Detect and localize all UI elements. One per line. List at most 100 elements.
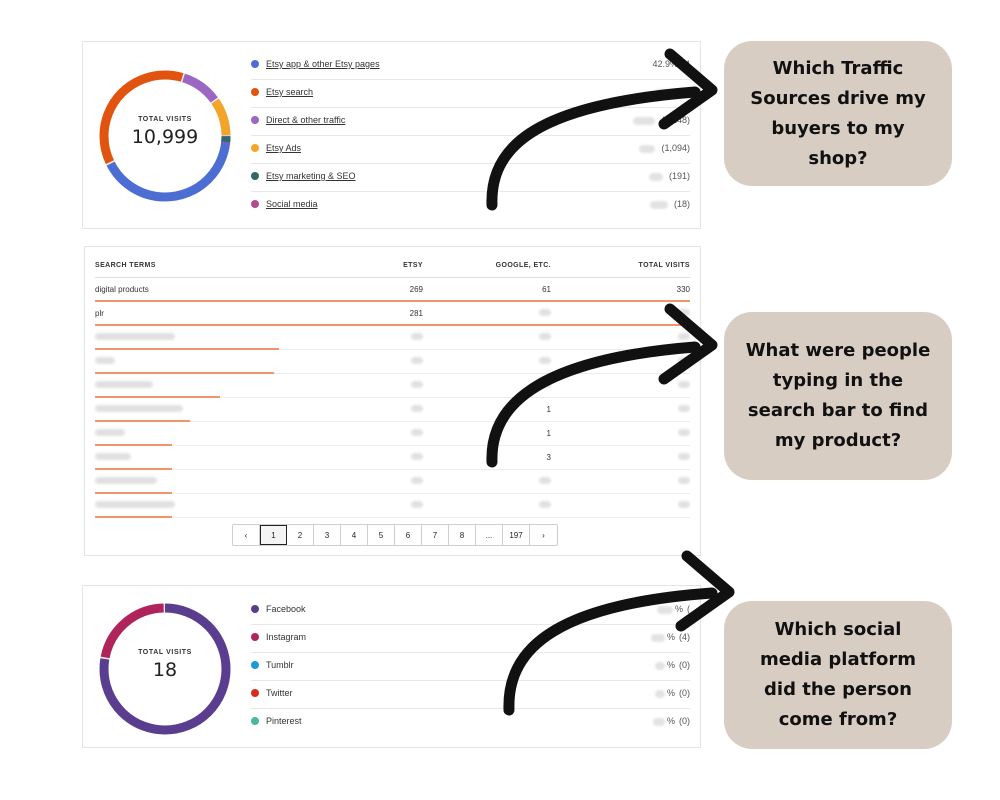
legend-label[interactable]: Direct & other traffic bbox=[266, 115, 346, 125]
arrow-traffic bbox=[486, 48, 718, 211]
table-row[interactable]: digital products 269 61 330 bbox=[95, 277, 690, 302]
legend-row: Twitter% (0) bbox=[251, 681, 690, 709]
pagination-next-chevron-icon[interactable]: › bbox=[542, 530, 545, 540]
legend-color-dot-icon bbox=[251, 60, 259, 68]
pagination-page-7[interactable]: 7 bbox=[422, 525, 449, 545]
redacted-value bbox=[678, 308, 690, 316]
pagination-page-197[interactable]: 197 bbox=[503, 525, 530, 545]
cell-term bbox=[95, 421, 395, 446]
legend-row: Etsy Ads (1,094) bbox=[251, 136, 690, 164]
search-terms-table: SEARCH TERMS ETSY GOOGLE, ETC. TOTAL VIS… bbox=[95, 255, 690, 518]
redacted-value bbox=[648, 172, 663, 181]
redacted-value bbox=[678, 428, 690, 436]
term-visits-bar bbox=[95, 515, 173, 518]
cell-total bbox=[551, 493, 690, 518]
cell-term: plr bbox=[95, 301, 690, 326]
redacted-value bbox=[539, 356, 551, 364]
legend-row: Social media (18) bbox=[251, 192, 690, 220]
redacted-value bbox=[95, 500, 175, 508]
cell-google-text: 1 bbox=[546, 404, 551, 414]
cell-etsy bbox=[395, 421, 423, 446]
table-row[interactable] bbox=[95, 469, 690, 494]
redacted-value bbox=[678, 332, 690, 340]
table-row[interactable]: 3 bbox=[95, 445, 690, 470]
redacted-value bbox=[539, 476, 551, 484]
legend-row: Facebook% ( bbox=[251, 597, 690, 625]
traffic-sources-donut bbox=[99, 70, 231, 202]
cell-google bbox=[423, 493, 551, 518]
legend-label[interactable]: Social media bbox=[266, 199, 318, 209]
term-visits-bar bbox=[95, 419, 191, 422]
cell-total: 330 bbox=[551, 277, 690, 302]
redacted-value bbox=[539, 332, 551, 340]
legend-count: (1,094) bbox=[661, 143, 690, 153]
legend-label: Instagram bbox=[266, 632, 307, 642]
term-visits-bar bbox=[95, 443, 173, 446]
cell-google bbox=[423, 469, 551, 494]
redacted-value bbox=[411, 356, 423, 364]
pagination-page-1[interactable]: 1 bbox=[260, 525, 287, 545]
pagination-prev-chevron-icon[interactable]: ‹ bbox=[233, 525, 260, 545]
term-visits-bar bbox=[95, 347, 280, 350]
pagination-page-5[interactable]: 5 bbox=[368, 525, 395, 545]
cell-etsy bbox=[395, 445, 423, 470]
header-search-terms[interactable]: SEARCH TERMS bbox=[95, 255, 395, 278]
legend-color-dot-icon bbox=[251, 88, 259, 96]
redacted-value bbox=[411, 404, 423, 412]
cell-google-text: 3 bbox=[546, 452, 551, 462]
cell-term bbox=[95, 469, 395, 494]
header-google[interactable]: GOOGLE, ETC. bbox=[423, 255, 551, 278]
legend-percent: % bbox=[674, 604, 683, 614]
cell-etsy-text: 281 bbox=[409, 308, 423, 318]
total-visits-value: 10,999 bbox=[131, 126, 199, 148]
cell-google-text: 61 bbox=[542, 284, 551, 294]
redacted-value bbox=[411, 428, 423, 436]
table-row[interactable]: 1 bbox=[95, 421, 690, 446]
arrow-search bbox=[486, 303, 718, 468]
table-row[interactable]: 1 bbox=[95, 397, 690, 422]
pagination-page-6[interactable]: 6 bbox=[395, 525, 422, 545]
pagination-page-4[interactable]: 4 bbox=[341, 525, 368, 545]
header-total-visits[interactable]: TOTAL VISITS bbox=[551, 255, 690, 278]
cell-etsy-text: 269 bbox=[409, 284, 423, 294]
traffic-total: TOTAL VISITS 10,999 bbox=[114, 116, 216, 148]
donut-segment-etsy-app-other-etsy-pages bbox=[99, 70, 231, 202]
legend-label[interactable]: Etsy marketing & SEO bbox=[266, 171, 356, 181]
legend-stat: (18) bbox=[649, 199, 690, 209]
redacted-value bbox=[678, 476, 690, 484]
pagination-page-8[interactable]: 8 bbox=[449, 525, 476, 545]
cell-term bbox=[95, 373, 395, 398]
legend-label[interactable]: Etsy search bbox=[266, 87, 314, 97]
table-row[interactable] bbox=[95, 493, 690, 518]
legend-row: Instagram% (4) bbox=[251, 625, 690, 653]
cell-term: digital products bbox=[95, 277, 690, 302]
legend-label: Facebook bbox=[266, 604, 306, 614]
term-visits-bar bbox=[95, 395, 220, 398]
cell-etsy bbox=[395, 469, 423, 494]
term-visits-bar bbox=[95, 491, 173, 494]
redacted-value bbox=[678, 500, 690, 508]
redacted-value bbox=[678, 404, 690, 412]
legend-label: Pinterest bbox=[266, 716, 302, 726]
redacted-value bbox=[95, 356, 115, 364]
legend-count: ( bbox=[687, 604, 690, 614]
term-visits-bar bbox=[95, 323, 690, 326]
cell-google: 1 bbox=[423, 397, 551, 422]
legend-stat: (191) bbox=[648, 171, 690, 181]
pagination-page-ellipsis[interactable]: ... bbox=[476, 525, 503, 545]
callout-traffic-sources: Which Traffic Sources drive my buyers to… bbox=[724, 41, 952, 186]
cell-google: 1 bbox=[423, 421, 551, 446]
legend-stat: % (0) bbox=[654, 660, 690, 670]
redacted-value bbox=[95, 404, 183, 412]
legend-label[interactable]: Etsy Ads bbox=[266, 143, 302, 153]
pagination-page-3[interactable]: 3 bbox=[314, 525, 341, 545]
pagination-page-2[interactable]: 2 bbox=[287, 525, 314, 545]
term-visits-bar bbox=[95, 467, 173, 470]
redacted-value bbox=[411, 476, 423, 484]
legend-count: (0) bbox=[679, 688, 690, 698]
header-etsy[interactable]: ETSY bbox=[395, 255, 423, 278]
legend-color-dot-icon bbox=[251, 605, 259, 613]
legend-label[interactable]: Etsy app & other Etsy pages bbox=[266, 59, 380, 69]
cell-term bbox=[95, 349, 395, 374]
redacted-value bbox=[95, 452, 131, 460]
